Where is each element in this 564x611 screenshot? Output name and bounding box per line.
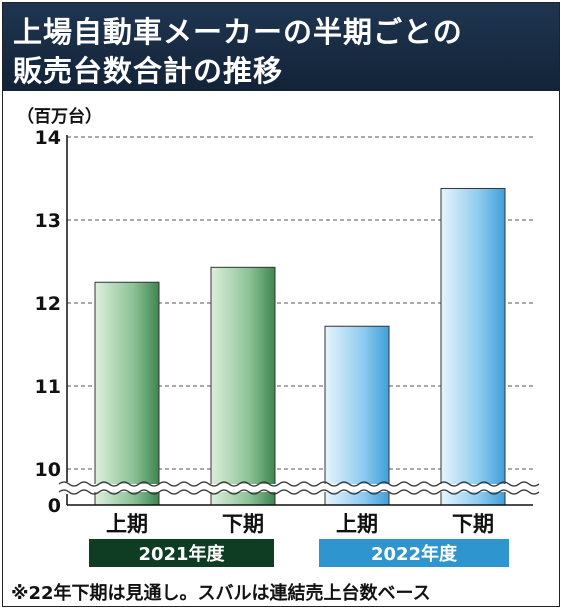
bar [440,187,506,506]
y-tick-label: 11 [35,376,61,398]
bar [324,325,390,506]
footnote: ※22年下期は見通し。スバルは連結売上台数ベース [11,583,431,604]
x-tick-label: 下期 [452,512,494,536]
chart-frame: 上場自動車メーカーの半期ごとの 販売台数合計の推移 （百万台） 0 10 11 12 13… [2,2,560,607]
group-label-box [89,539,274,567]
x-tick-label: 下期 [222,512,264,536]
bar [210,266,276,506]
y-tick-label: 12 [35,293,61,315]
bar [94,281,160,506]
y-tick-label: 10 [35,459,61,481]
chart-title-line2: 販売台数合計の推移 [13,54,284,88]
y-tick-label: 13 [35,210,61,232]
bar-chart: （百万台） 0 10 11 12 13 14 上期 下期 上期 下期 2021年度 2022年度 [17,106,541,567]
axis-break-line [58,481,540,487]
y-tick-label: 14 [35,127,61,149]
y-unit-label: （百万台） [17,106,102,127]
group-label: 2021年度 [138,543,225,565]
x-tick-label: 上期 [336,512,378,536]
axis-break-band [59,484,541,492]
group-label-box [319,539,509,567]
chart-title-line1: 上場自動車メーカーの半期ごとの [13,15,463,49]
group-label: 2022年度 [371,543,458,565]
title-bar: 上場自動車メーカーの半期ごとの 販売台数合計の推移 [3,3,559,91]
y-tick-label: 0 [48,495,61,517]
axis-break-line [58,489,540,495]
x-tick-label: 上期 [106,512,148,536]
